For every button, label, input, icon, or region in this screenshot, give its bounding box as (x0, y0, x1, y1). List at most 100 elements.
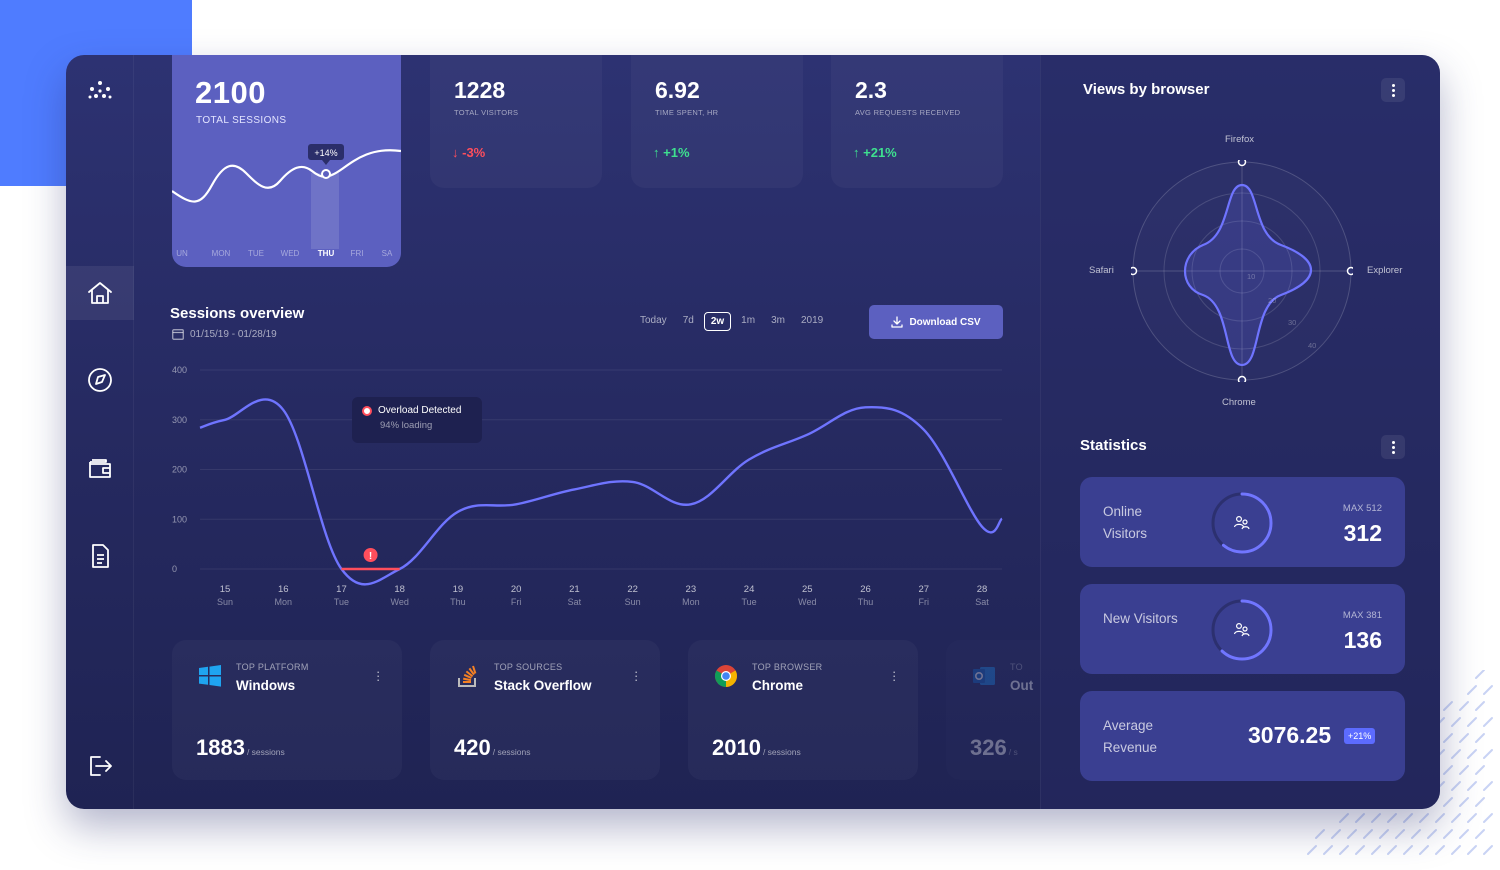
x-tick-sublabel: Sat (568, 597, 582, 607)
average-revenue-card[interactable]: Average Revenue 3076.25 +21% (1080, 691, 1405, 781)
decor-dash (1355, 813, 1365, 823)
x-tick-label: 21 (569, 584, 580, 595)
sessions-sparkline: +14% (172, 144, 401, 249)
compass-icon (88, 368, 112, 392)
right-panel: Views by browser 10 20 30 40 Firefox Exp… (1040, 55, 1440, 809)
x-tick-label: 27 (918, 584, 929, 595)
online-visitors-card[interactable]: Online Visitors MAX 512 312 (1080, 477, 1405, 567)
x-tick-label: 18 (394, 584, 405, 595)
new-visitors-label: New Visitors (1103, 611, 1178, 626)
decor-dash (1435, 845, 1445, 855)
sessions-day-axis: UN MON TUE WED THU FRI SA (172, 249, 401, 261)
decor-dash (1339, 845, 1349, 855)
day-label: UN (176, 249, 188, 258)
logout-icon (90, 756, 112, 776)
card-value: 1883/ sessions (196, 735, 285, 760)
decor-dash (1387, 845, 1397, 855)
decor-dash (1331, 829, 1341, 839)
stat-card-requests[interactable]: 2.3 AVG REQUESTS RECEIVED ↑ +21% (831, 55, 1003, 188)
more-menu-icon[interactable]: · · · (892, 664, 897, 687)
x-tick-label: 26 (860, 584, 871, 595)
y-tick-label: 0 (172, 564, 177, 574)
stat-card-visitors[interactable]: 1228 TOTAL VISITORS ↓ -3% (430, 55, 602, 188)
sidebar-item-wallet[interactable] (66, 441, 134, 495)
card-value: 420/ sessions (454, 735, 531, 760)
alert-dot-icon (362, 405, 372, 416)
decor-dash (1387, 813, 1397, 823)
date-range[interactable]: 01/15/19 - 01/28/19 (172, 328, 277, 340)
x-tick-label: 20 (511, 584, 522, 595)
sidebar-item-documents[interactable] (66, 529, 134, 583)
decor-dash (1467, 717, 1477, 727)
x-tick-sublabel: Fri (511, 597, 521, 607)
range-3m[interactable]: 3m (771, 315, 785, 326)
decor-dash (1363, 829, 1373, 839)
top-browser-card[interactable]: TOP BROWSER Chrome · · · 2010/ sessions (688, 640, 918, 780)
card-caption: TOP SOURCES (494, 662, 563, 672)
stat-card-time[interactable]: 6.92 TIME SPENT, HR ↑ +1% (631, 55, 803, 188)
home-icon (88, 282, 112, 304)
card-value: 2010/ sessions (712, 735, 801, 760)
x-tick-label: 19 (453, 584, 464, 595)
x-tick-sublabel: Thu (450, 597, 466, 607)
radar-label-explorer: Explorer (1367, 265, 1403, 276)
x-tick-sublabel: Fri (919, 597, 930, 607)
arrow-up-icon: ↑ (653, 145, 660, 160)
decor-dash (1451, 717, 1461, 727)
decor-dash (1427, 829, 1437, 839)
series-line (199, 398, 1003, 586)
card-name: Stack Overflow (494, 678, 592, 693)
total-sessions-card[interactable]: +14% 2100 TOTAL SESSIONS UN MON TUE WED … (172, 55, 401, 267)
top-platform-card[interactable]: TOP PLATFORM Windows · · · 1883/ sessions (172, 640, 402, 780)
more-menu-icon[interactable] (1381, 78, 1405, 102)
range-1m[interactable]: 1m (741, 315, 756, 326)
decor-dash (1347, 829, 1357, 839)
decor-dash (1403, 813, 1413, 823)
x-tick-label: 17 (336, 584, 347, 595)
decor-dash (1443, 797, 1453, 807)
stat-label: TIME SPENT, HR (655, 108, 719, 117)
new-visitors-card[interactable]: New Visitors MAX 381 136 (1080, 584, 1405, 674)
decor-dash (1459, 797, 1469, 807)
range-7d[interactable]: 7d (682, 315, 694, 326)
decor-dash (1459, 829, 1469, 839)
x-tick-sublabel: Mon (682, 597, 700, 607)
decor-dash (1483, 781, 1493, 791)
decor-dash (1467, 781, 1477, 791)
logo-icon (88, 81, 112, 99)
tooltip-subtitle: 94% loading (380, 420, 433, 431)
online-visitors-max: MAX 512 (1342, 503, 1382, 514)
logo-icon[interactable] (66, 65, 134, 119)
users-icon (1233, 516, 1250, 530)
decor-dash (1371, 845, 1381, 855)
decor-dash (1475, 765, 1485, 775)
decor-dash (1459, 701, 1469, 711)
download-csv-button[interactable]: Download CSV (869, 305, 1003, 339)
y-tick-label: 100 (172, 514, 187, 524)
decor-dash (1435, 813, 1445, 823)
range-2w[interactable]: 2w (703, 312, 732, 331)
day-label: TUE (248, 249, 264, 258)
more-menu-icon[interactable]: · · · (634, 664, 639, 687)
views-by-browser-title: Views by browser (1083, 81, 1210, 98)
users-icon (1233, 623, 1250, 637)
wallet-icon (89, 459, 111, 478)
stat-value: 2.3 (855, 77, 887, 103)
top-sources-card[interactable]: TOP SOURCES Stack Overflow · · · 420/ sess… (430, 640, 660, 780)
range-2019[interactable]: 2019 (800, 315, 824, 326)
decor-dash (1475, 733, 1485, 743)
day-label-active: THU (317, 249, 335, 258)
top-client-card[interactable]: TO Out 326/ s (946, 640, 1040, 780)
range-today[interactable]: Today (640, 315, 667, 326)
decor-dash (1443, 733, 1453, 743)
more-menu-icon[interactable] (1381, 435, 1405, 459)
more-menu-icon[interactable]: · · · (376, 664, 381, 687)
x-tick-sublabel: Thu (858, 597, 874, 607)
windows-icon (199, 665, 221, 687)
sidebar-item-home[interactable] (66, 266, 134, 320)
sidebar-item-explore[interactable] (66, 353, 134, 407)
browser-radar-chart: 10 20 30 40 (1131, 160, 1353, 382)
sidebar-item-logout[interactable] (66, 739, 134, 793)
decor-dash (1411, 829, 1421, 839)
decor-dash (1459, 765, 1469, 775)
